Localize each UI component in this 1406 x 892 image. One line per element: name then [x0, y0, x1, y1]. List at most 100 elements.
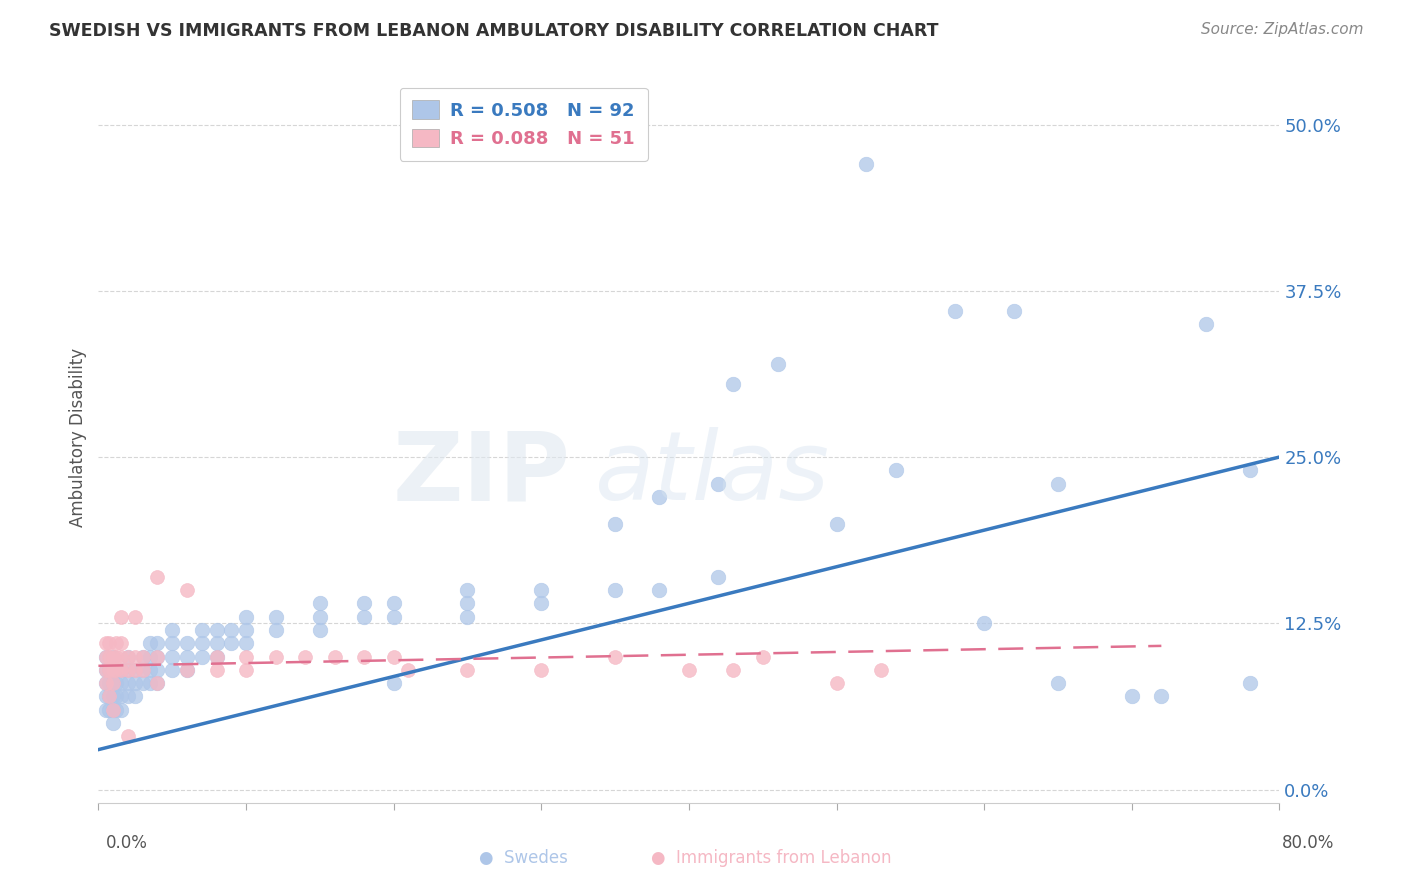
Point	[124, 690, 146, 704]
Point	[103, 690, 125, 704]
Point	[162, 636, 183, 650]
Point	[103, 716, 125, 731]
Point	[309, 596, 332, 610]
Point	[94, 649, 117, 664]
Point	[221, 623, 243, 637]
Point	[94, 649, 117, 664]
Text: 80.0%: 80.0%	[1281, 834, 1334, 852]
Point	[94, 663, 117, 677]
Point	[382, 609, 405, 624]
Point	[723, 663, 745, 677]
Point	[124, 663, 146, 677]
Point	[1195, 317, 1218, 331]
Point	[105, 703, 128, 717]
Point	[97, 703, 120, 717]
Point	[162, 623, 183, 637]
Text: ●  Swedes: ● Swedes	[479, 848, 568, 867]
Point	[103, 663, 125, 677]
Point	[176, 663, 198, 677]
Point	[176, 582, 198, 597]
Point	[1002, 303, 1025, 318]
Point	[110, 663, 132, 677]
Point	[309, 609, 332, 624]
Point	[110, 703, 132, 717]
Point	[117, 676, 139, 690]
Point	[103, 676, 125, 690]
Point	[103, 676, 125, 690]
Point	[825, 516, 848, 531]
Point	[146, 636, 169, 650]
Point	[146, 676, 169, 690]
Point	[723, 376, 745, 391]
Point	[146, 649, 169, 664]
Point	[382, 596, 405, 610]
Point	[605, 582, 627, 597]
Point	[678, 663, 700, 677]
Point	[605, 516, 627, 531]
Point	[117, 690, 139, 704]
Point	[132, 676, 155, 690]
Point	[176, 663, 198, 677]
Point	[1046, 476, 1070, 491]
Point	[97, 663, 120, 677]
Point	[205, 623, 228, 637]
Point	[176, 649, 198, 664]
Point	[132, 649, 155, 664]
Point	[382, 676, 405, 690]
Point	[94, 690, 117, 704]
Point	[235, 649, 257, 664]
Point	[264, 623, 287, 637]
Point	[235, 609, 257, 624]
Point	[105, 663, 128, 677]
Point	[1046, 676, 1070, 690]
Point	[1121, 690, 1143, 704]
Point	[97, 690, 120, 704]
Point	[766, 357, 789, 371]
Point	[191, 623, 214, 637]
Point	[139, 636, 162, 650]
Point	[146, 570, 169, 584]
Point	[146, 663, 169, 677]
Point	[707, 570, 730, 584]
Point	[103, 649, 125, 664]
Point	[94, 676, 117, 690]
Point	[139, 649, 162, 664]
Point	[110, 663, 132, 677]
Point	[648, 490, 671, 504]
Point	[162, 663, 183, 677]
Point	[530, 663, 553, 677]
Point	[235, 636, 257, 650]
Point	[264, 649, 287, 664]
Point	[752, 649, 775, 664]
Point	[94, 676, 117, 690]
Point	[124, 609, 146, 624]
Point	[103, 703, 125, 717]
Point	[457, 596, 479, 610]
Point	[97, 690, 120, 704]
Legend: R = 0.508   N = 92, R = 0.088   N = 51: R = 0.508 N = 92, R = 0.088 N = 51	[399, 87, 648, 161]
Point	[707, 476, 730, 491]
Point	[457, 609, 479, 624]
Point	[353, 596, 375, 610]
Point	[124, 649, 146, 664]
Point	[825, 676, 848, 690]
Point	[110, 649, 132, 664]
Point	[205, 636, 228, 650]
Point	[146, 649, 169, 664]
Point	[382, 649, 405, 664]
Point	[398, 663, 420, 677]
Point	[353, 609, 375, 624]
Point	[139, 676, 162, 690]
Point	[457, 663, 479, 677]
Point	[110, 676, 132, 690]
Point	[176, 636, 198, 650]
Text: atlas: atlas	[595, 427, 830, 520]
Text: Source: ZipAtlas.com: Source: ZipAtlas.com	[1201, 22, 1364, 37]
Point	[103, 649, 125, 664]
Text: ZIP: ZIP	[392, 427, 571, 520]
Point	[97, 663, 120, 677]
Point	[117, 663, 139, 677]
Point	[870, 663, 893, 677]
Point	[1239, 463, 1261, 477]
Point	[117, 663, 139, 677]
